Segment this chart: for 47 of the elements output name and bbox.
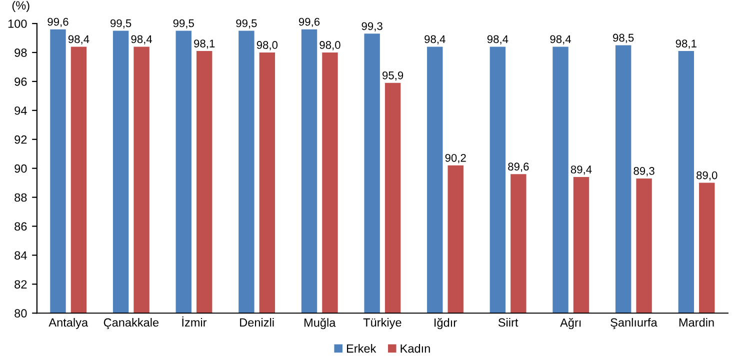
data-label: 99,5 [236, 19, 257, 28]
y-tick-label: 94 [14, 106, 27, 115]
data-label: 99,6 [298, 18, 320, 28]
y-tick-label: 96 [14, 77, 27, 86]
data-label: 89,3 [634, 167, 654, 176]
x-tick-label: İzmir [182, 316, 207, 327]
data-label: 98,4 [487, 35, 508, 44]
y-tick-label: 100 [8, 20, 27, 28]
data-label: 98,4 [131, 35, 152, 44]
x-tick-label: Şanlıurfa [610, 318, 658, 330]
data-label: 89,0 [696, 171, 718, 181]
x-tick-label: Türkiye [363, 318, 402, 329]
data-label: 98,5 [613, 34, 634, 43]
x-tick-label: Mardin [679, 318, 714, 327]
x-tick-label: Çanakkale [104, 318, 159, 330]
data-label: 98,1 [676, 40, 696, 49]
data-label: 90,2 [445, 154, 466, 164]
data-label: 89,4 [570, 166, 592, 175]
x-tick-label: Muğla [304, 318, 336, 330]
y-tick-label: 98 [14, 48, 27, 57]
data-label: 95,9 [382, 71, 404, 81]
x-tick-label: Denizli [240, 318, 274, 327]
y-tick-label: 80 [14, 309, 27, 318]
y-tick-label: 88 [14, 193, 27, 202]
data-label: 89,6 [508, 162, 529, 172]
data-label: 98,1 [194, 40, 215, 49]
data-label: 99,5 [173, 19, 194, 28]
data-label: 99,3 [362, 22, 382, 32]
y-tick-label: 82 [14, 280, 27, 289]
data-label: 98,4 [550, 35, 571, 44]
y-tick-label: 86 [14, 222, 27, 231]
data-label: 98,0 [256, 41, 278, 50]
y-tick-label: 90 [14, 164, 27, 173]
data-label: 99,6 [48, 18, 68, 28]
x-tick-label: Iğdır [434, 318, 457, 330]
data-label: 98,0 [320, 41, 340, 50]
x-tick-label: Antalya [48, 318, 88, 329]
data-label: 98,4 [424, 35, 446, 44]
data-label: 98,4 [68, 35, 90, 44]
legend-label: Erkek [346, 344, 376, 353]
x-tick-label: Ağrı [560, 318, 581, 330]
x-tick-label: Siirt [498, 318, 518, 327]
y-axis-title: (%) [12, 0, 30, 12]
y-tick-label: 92 [14, 135, 27, 144]
y-tick-label: 84 [14, 251, 27, 260]
data-label: 99,5 [110, 19, 132, 28]
legend-label: Kadın [400, 344, 430, 353]
